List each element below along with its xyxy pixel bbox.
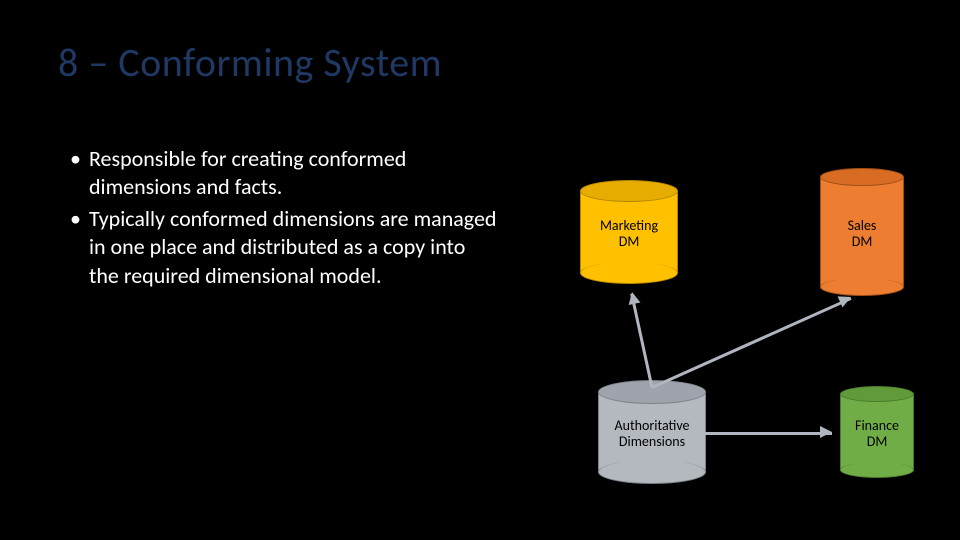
bullet-marker-icon: • xyxy=(70,145,81,201)
edge-authoritative-marketing xyxy=(630,293,653,388)
cylinder-label-marketing: MarketingDM xyxy=(580,218,678,250)
diagram-area: MarketingDM SalesDM AuthoritativeDimension… xyxy=(540,150,950,520)
cylinder-label-authoritative: AuthoritativeDimensions xyxy=(598,418,706,450)
edge-authoritative-finance xyxy=(702,432,832,435)
cylinder-authoritative: AuthoritativeDimensions xyxy=(598,380,706,484)
bullet-item: • Typically conformed dimensions are man… xyxy=(70,205,500,289)
cylinder-label-sales: SalesDM xyxy=(820,218,904,250)
arrowhead-icon xyxy=(626,290,640,304)
cylinder-finance: FinanceDM xyxy=(840,386,914,478)
bullet-marker-icon: • xyxy=(70,205,81,289)
bullet-text: Responsible for creating conformed dimen… xyxy=(89,145,500,201)
slide-title: 8 – Conforming System xyxy=(58,38,442,87)
bullet-text: Typically conformed dimensions are manag… xyxy=(89,205,500,289)
cylinder-label-finance: FinanceDM xyxy=(840,418,914,450)
cylinder-marketing: MarketingDM xyxy=(580,180,678,284)
bullet-item: • Responsible for creating conformed dim… xyxy=(70,145,500,201)
arrowhead-icon xyxy=(820,426,832,438)
edge-authoritative-sales xyxy=(651,297,851,389)
cylinder-sales: SalesDM xyxy=(820,168,904,296)
bullet-list: • Responsible for creating conformed dim… xyxy=(70,145,500,294)
